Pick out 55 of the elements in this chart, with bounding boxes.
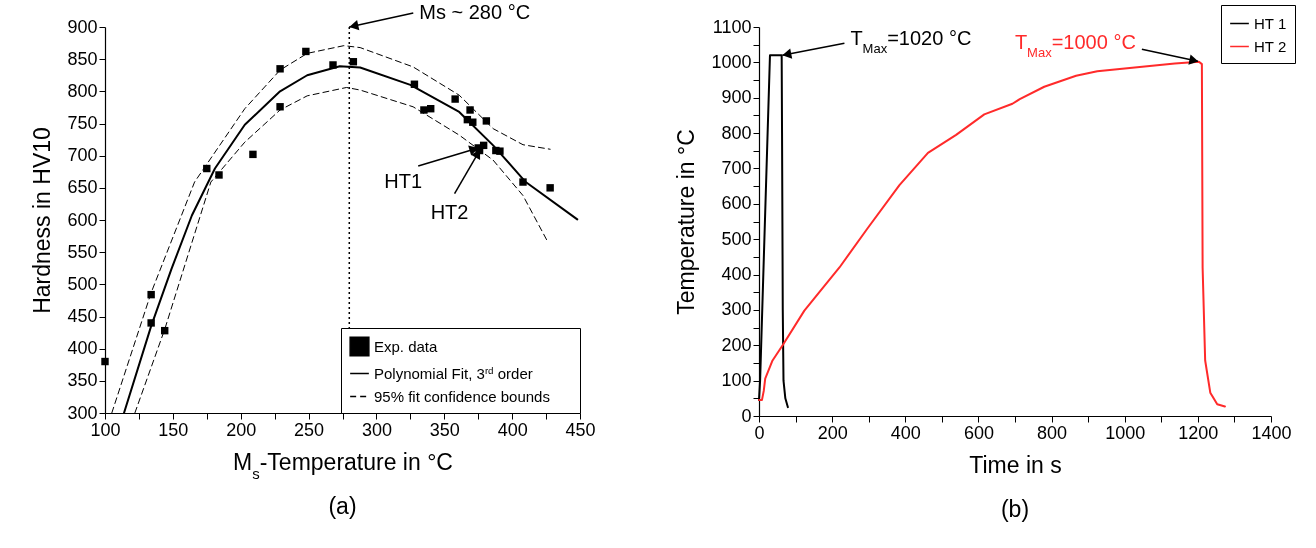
x-tick-label: 0	[754, 422, 765, 443]
y-tick-label: 700	[67, 145, 98, 166]
annotation: T$_{Max}$=1000 °C	[1014, 31, 1136, 60]
y-tick-label: 0	[741, 405, 752, 426]
y-axis-title: Hardness in HV10	[29, 127, 56, 314]
y-tick-label: 200	[721, 334, 752, 355]
x-tick-label: 150	[158, 419, 189, 440]
legend-label: 95% fit confidence bounds	[374, 387, 550, 405]
y-tick-label: 300	[721, 299, 752, 320]
x-axis-title: M$_{s}$-Temperature in °C	[233, 448, 453, 481]
y-tick-label: 700	[721, 157, 752, 178]
y-tick-label: 450	[67, 306, 98, 326]
x-tick-label: 200	[817, 422, 848, 443]
legend-label: Exp. data	[374, 337, 439, 355]
y-tick-label: 550	[67, 241, 98, 262]
x-tick-label: 1200	[1178, 422, 1219, 443]
y-tick-label: 1100	[712, 16, 752, 37]
ref-line-label: Ms ~ 280 °C	[419, 1, 531, 23]
y-tick-label: 100	[721, 370, 752, 391]
y-tick-label: 650	[67, 177, 98, 198]
text: (b)	[1000, 496, 1030, 522]
x-tick-label: 350	[429, 419, 460, 440]
y-tick-label: 900	[721, 87, 752, 108]
legend-label: HT 1	[1254, 14, 1287, 32]
x-tick-label: 600	[963, 422, 994, 443]
x-axis-title: Time in s	[969, 451, 1062, 478]
y-tick-label: 850	[67, 48, 98, 69]
y-tick-label: 1000	[711, 51, 752, 72]
y-tick-label: 350	[67, 370, 98, 391]
x-tick-label: 1400	[1251, 422, 1292, 443]
y-tick-label: 800	[721, 122, 752, 143]
y-axis-title: Temperature in °C	[673, 129, 700, 315]
x-tick-label: 400	[497, 419, 528, 440]
legend-label: HT 2	[1254, 37, 1287, 55]
annotation: HT2	[430, 200, 469, 223]
y-tick-label: 750	[67, 113, 98, 133]
annotation: HT1	[384, 169, 423, 192]
x-tick-label: 800	[1037, 422, 1068, 443]
y-tick-label: 400	[721, 264, 752, 285]
x-tick-label: 250	[294, 419, 325, 440]
y-tick-label: 600	[67, 209, 98, 230]
x-tick-label: 300	[361, 419, 392, 440]
x-tick-label: 1000	[1105, 422, 1146, 443]
annotation: T$_{Max}$=1020 °C	[850, 27, 972, 56]
legend-label: Polynomial Fit, 3$^{rd}$ order	[374, 364, 533, 382]
y-tick-label: 600	[721, 193, 752, 214]
y-tick-label: 500	[67, 273, 98, 294]
text: (a)	[328, 493, 357, 519]
y-tick-label: 900	[67, 16, 98, 37]
x-tick-label: 400	[890, 422, 921, 443]
y-tick-label: 500	[721, 228, 752, 249]
y-tick-label: 800	[67, 80, 98, 101]
x-tick-label: 200	[226, 419, 257, 440]
y-tick-label: 400	[67, 338, 98, 359]
x-tick-label: 450	[565, 419, 596, 440]
